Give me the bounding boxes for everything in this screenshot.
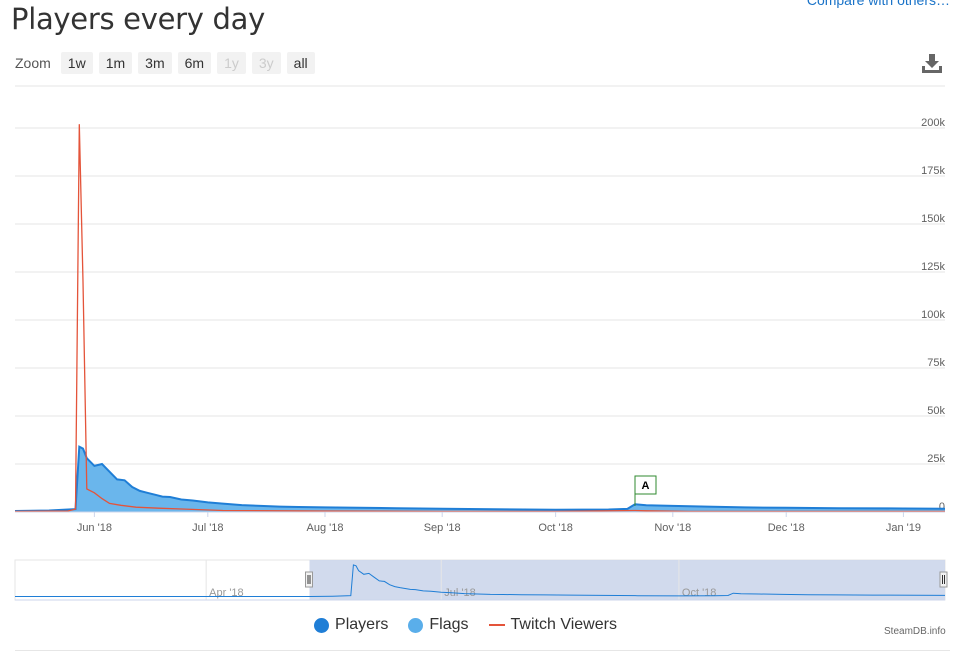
zoom-controls: Zoom 1w 1m 3m 6m 1y 3y all: [15, 52, 315, 74]
x-axis-labels: Jun '18 Jul '18 Aug '18 Sep '18 Oct '18 Nov '…: [77, 512, 921, 534]
page-title: Players every day: [11, 2, 265, 36]
legend-item-twitch[interactable]: Twitch Viewers: [488, 616, 617, 634]
players-line: [14, 445, 946, 512]
legend-twitch-label: Twitch Viewers: [510, 616, 617, 633]
legend: Players Flags Twitch Viewers: [0, 616, 966, 638]
x-tick-label: Jan '19: [886, 522, 921, 534]
legend-flags-label: Flags: [429, 616, 469, 633]
y-tick-label: 50k: [927, 405, 945, 417]
zoom-6m-button[interactable]: 6m: [177, 52, 212, 74]
series-layer: [14, 124, 946, 513]
flag-box: [634, 475, 657, 495]
navigator-series: [14, 564, 946, 598]
legend-players-marker: [314, 617, 330, 633]
zoom-all-button[interactable]: all: [286, 52, 315, 74]
navigator-selection: [309, 560, 945, 600]
x-tick-label: Jul '18: [192, 522, 223, 534]
legend-flags-marker: [408, 617, 424, 633]
compare-link[interactable]: Compare with others…: [806, 0, 950, 8]
zoom-label: Zoom: [15, 55, 51, 71]
y-tick-label: 100k: [921, 309, 945, 321]
x-tick-label: Aug '18: [307, 522, 344, 534]
y-tick-label: 125k: [921, 261, 945, 273]
y-tick-label: 175k: [921, 165, 945, 177]
navigator-tick-label: Apr '18: [209, 587, 244, 599]
zoom-1w-button[interactable]: 1w: [60, 52, 93, 74]
legend-players-label: Players: [335, 616, 389, 633]
x-tick-label: Sep '18: [424, 522, 461, 534]
flags-layer: A: [634, 475, 657, 506]
bottom-divider: [15, 650, 950, 651]
zoom-3m-button[interactable]: 3m: [138, 52, 172, 74]
x-tick-label: Nov '18: [654, 522, 691, 534]
navigator-handle-right[interactable]: [939, 571, 948, 588]
y-tick-label: 25k: [927, 453, 945, 465]
download-icon[interactable]: [920, 52, 944, 74]
navigator-handle-left[interactable]: [305, 571, 313, 588]
credit-text: SteamDB.info: [884, 626, 946, 637]
players-area: [15, 446, 945, 512]
y-tick-label: 75k: [927, 357, 945, 369]
x-tick-label: Dec '18: [768, 522, 805, 534]
legend-twitch-marker: [488, 624, 505, 626]
y-tick-label: 150k: [921, 213, 945, 225]
y-tick-label: 200k: [921, 117, 945, 129]
gridlines: [15, 85, 945, 465]
legend-item-players[interactable]: Players: [314, 616, 388, 634]
navigator: Apr '18 Jul '18 Oct '18: [14, 559, 948, 601]
zoom-1m-button[interactable]: 1m: [98, 52, 133, 74]
legend-item-flags[interactable]: Flags: [408, 616, 469, 634]
x-tick-label: Jun '18: [77, 522, 112, 534]
flag-label: A: [642, 480, 650, 492]
twitch-viewers-line: [14, 124, 945, 513]
y-axis-labels: 0 25k 50k 75k 100k 125k 150k 175k 200k: [921, 117, 945, 513]
zoom-1y-button[interactable]: 1y: [217, 52, 246, 74]
navigator-tick-label: Oct '18: [682, 587, 717, 599]
y-tick-label: 0: [939, 501, 945, 513]
x-tick-label: Oct '18: [538, 522, 573, 534]
zoom-3y-button[interactable]: 3y: [251, 52, 281, 74]
